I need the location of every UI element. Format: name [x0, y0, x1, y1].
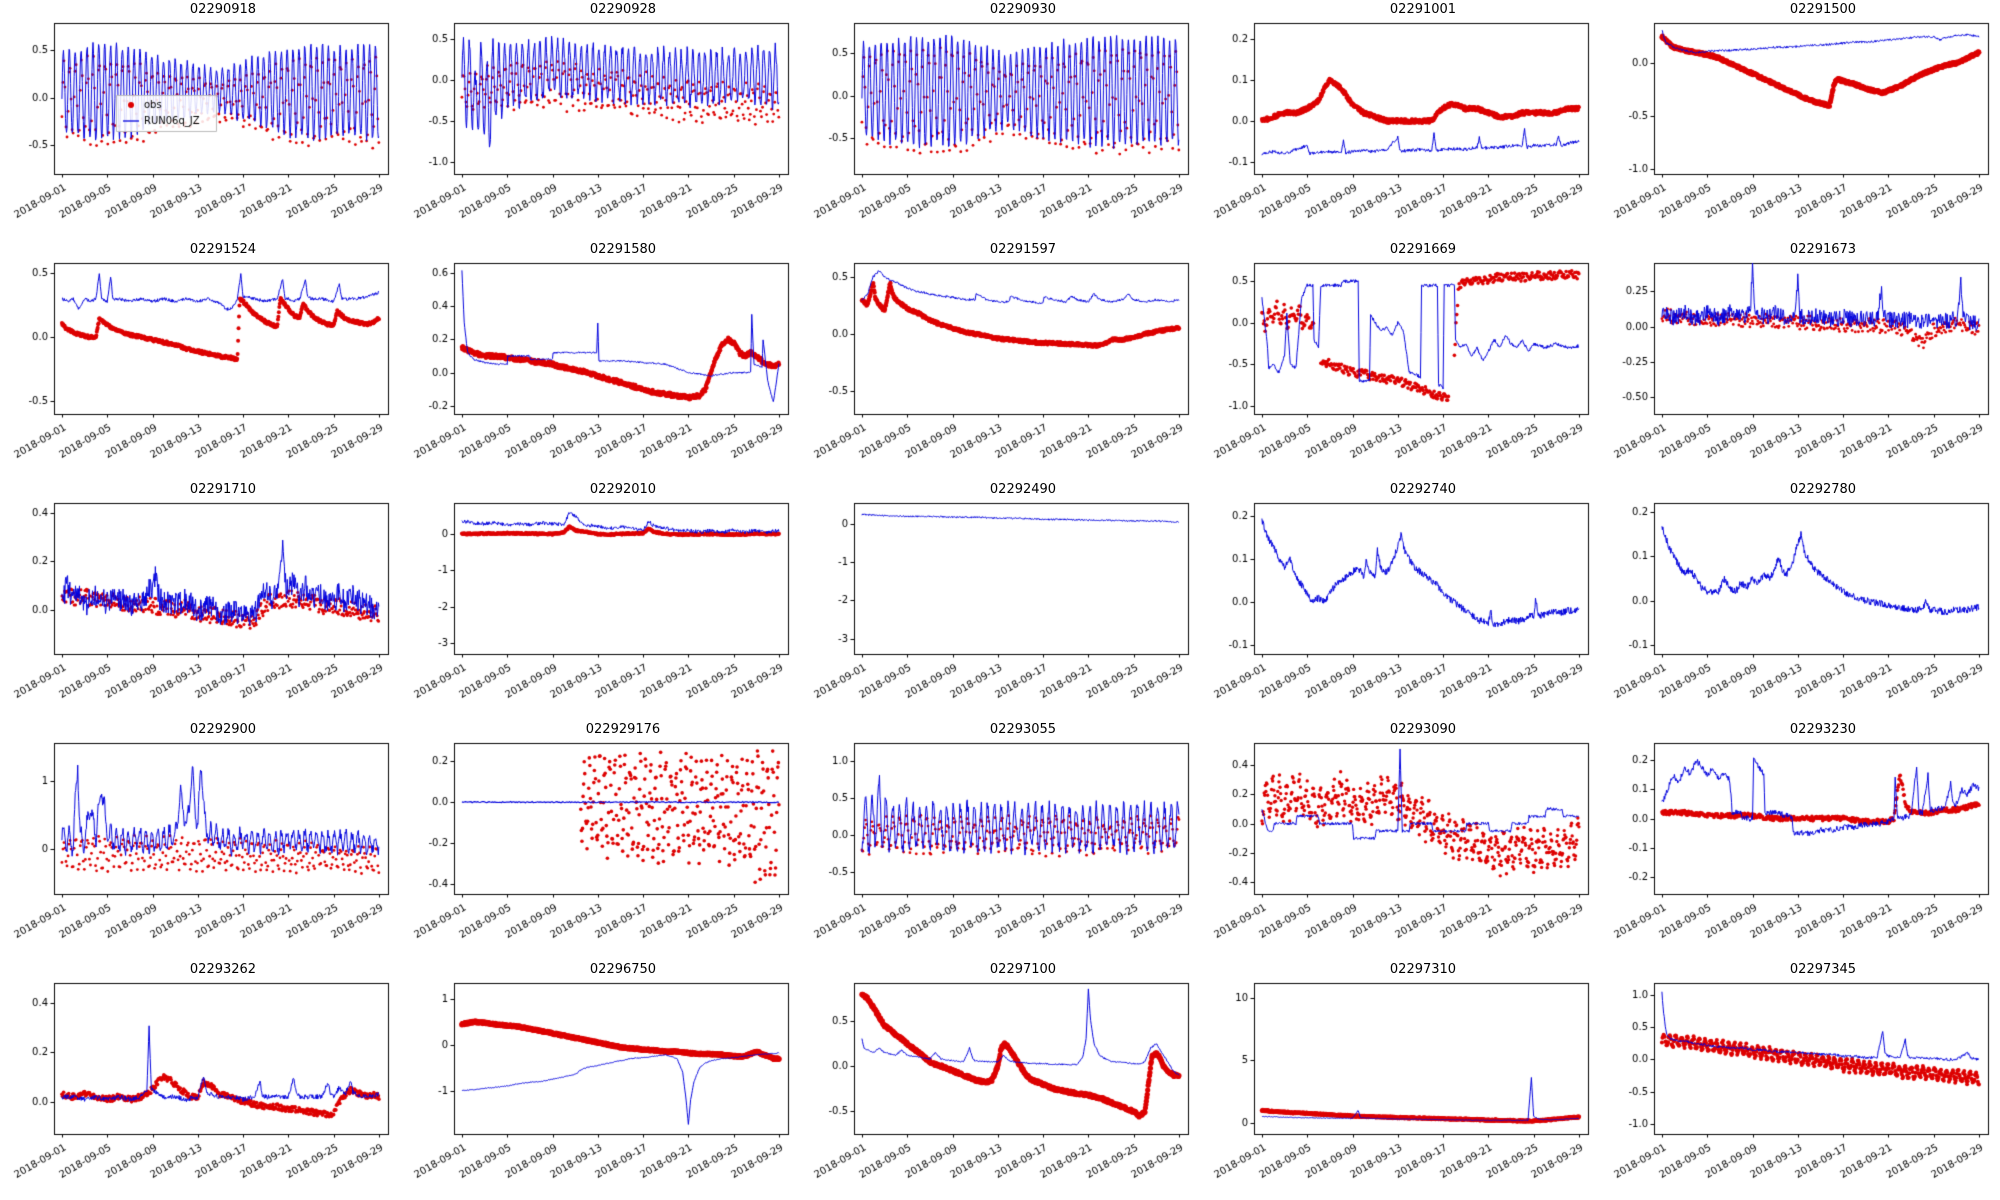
- subplot-title: 02293055: [989, 722, 1057, 737]
- plot-canvas: [0, 738, 396, 954]
- plot-canvas: [1600, 18, 1996, 234]
- plot-canvas: [1200, 258, 1596, 474]
- subplot-02296750: 02296750: [400, 960, 800, 1200]
- plot-canvas: [1200, 978, 1596, 1194]
- subplot-02292780: 02292780: [1600, 480, 2000, 720]
- plot-canvas: [1200, 738, 1596, 954]
- plot-canvas: [800, 738, 1196, 954]
- plot-canvas: [0, 258, 396, 474]
- plot-canvas: [1200, 18, 1596, 234]
- plot-canvas: [800, 498, 1196, 714]
- plot-canvas: [1600, 738, 1996, 954]
- subplot-02297100: 02297100: [800, 960, 1200, 1200]
- plot-canvas: [400, 498, 796, 714]
- subplot-02291669: 02291669: [1200, 240, 1600, 480]
- plot-canvas: [400, 978, 796, 1194]
- subplot-02291500: 02291500: [1600, 0, 2000, 240]
- subplot-02291580: 02291580: [400, 240, 800, 480]
- subplot-02297310: 02297310: [1200, 960, 1600, 1200]
- subplot-02291710: 02291710: [0, 480, 400, 720]
- subplot-02292010: 02292010: [400, 480, 800, 720]
- subplot-title: 02291524: [189, 242, 257, 257]
- subplot-title: 02291669: [1389, 242, 1457, 257]
- subplot-title: 02291001: [1389, 2, 1457, 17]
- subplot-02291673: 02291673: [1600, 240, 2000, 480]
- plot-canvas: [400, 738, 796, 954]
- subplot-02292900: 02292900: [0, 720, 400, 960]
- plot-canvas: [1600, 498, 1996, 714]
- plot-canvas: [0, 498, 396, 714]
- subplot-02293090: 02293090: [1200, 720, 1600, 960]
- subplot-02292490: 02292490: [800, 480, 1200, 720]
- plot-canvas: [800, 258, 1196, 474]
- subplot-title: 02293230: [1789, 722, 1857, 737]
- subplot-title: 02292010: [589, 482, 657, 497]
- plot-canvas: [1600, 978, 1996, 1194]
- plot-canvas: [800, 18, 1196, 234]
- subplot-title: 02292900: [189, 722, 257, 737]
- subplot-title: 02292490: [989, 482, 1057, 497]
- subplot-title: 02297345: [1789, 962, 1857, 977]
- subplot-title: 02297100: [989, 962, 1057, 977]
- subplot-title: 02292780: [1789, 482, 1857, 497]
- subplot-02291524: 02291524: [0, 240, 400, 480]
- subplot-title: 02290930: [989, 2, 1057, 17]
- subplot-title: 02296750: [589, 962, 657, 977]
- subplot-02293055: 02293055: [800, 720, 1200, 960]
- subplot-02290918: 02290918: [0, 0, 400, 240]
- subplot-title: 02293262: [189, 962, 257, 977]
- plot-canvas: [800, 978, 1196, 1194]
- subplot-02290928: 02290928: [400, 0, 800, 240]
- plot-canvas: [0, 18, 396, 234]
- subplot-title: 02290928: [589, 2, 657, 17]
- subplot-title: 02297310: [1389, 962, 1457, 977]
- subplot-title: 02291500: [1789, 2, 1857, 17]
- subplot-title: 02290918: [189, 2, 257, 17]
- subplot-02290930: 02290930: [800, 0, 1200, 240]
- subplot-title: 02291597: [989, 242, 1057, 257]
- subplot-02293230: 02293230: [1600, 720, 2000, 960]
- subplot-title: 022929176: [585, 722, 661, 737]
- subplot-02291001: 02291001: [1200, 0, 1600, 240]
- plot-canvas: [400, 258, 796, 474]
- subplot-022929176: 022929176: [400, 720, 800, 960]
- subplot-02291597: 02291597: [800, 240, 1200, 480]
- plot-canvas: [400, 18, 796, 234]
- subplot-title: 02291710: [189, 482, 257, 497]
- plot-canvas: [1200, 498, 1596, 714]
- subplot-title: 02292740: [1389, 482, 1457, 497]
- plot-canvas: [1600, 258, 1996, 474]
- subplot-02297345: 02297345: [1600, 960, 2000, 1200]
- subplot-02292740: 02292740: [1200, 480, 1600, 720]
- subplot-title: 02293090: [1389, 722, 1457, 737]
- subplot-title: 02291580: [589, 242, 657, 257]
- plot-canvas: [0, 978, 396, 1194]
- subplot-02293262: 02293262: [0, 960, 400, 1200]
- subplot-title: 02291673: [1789, 242, 1857, 257]
